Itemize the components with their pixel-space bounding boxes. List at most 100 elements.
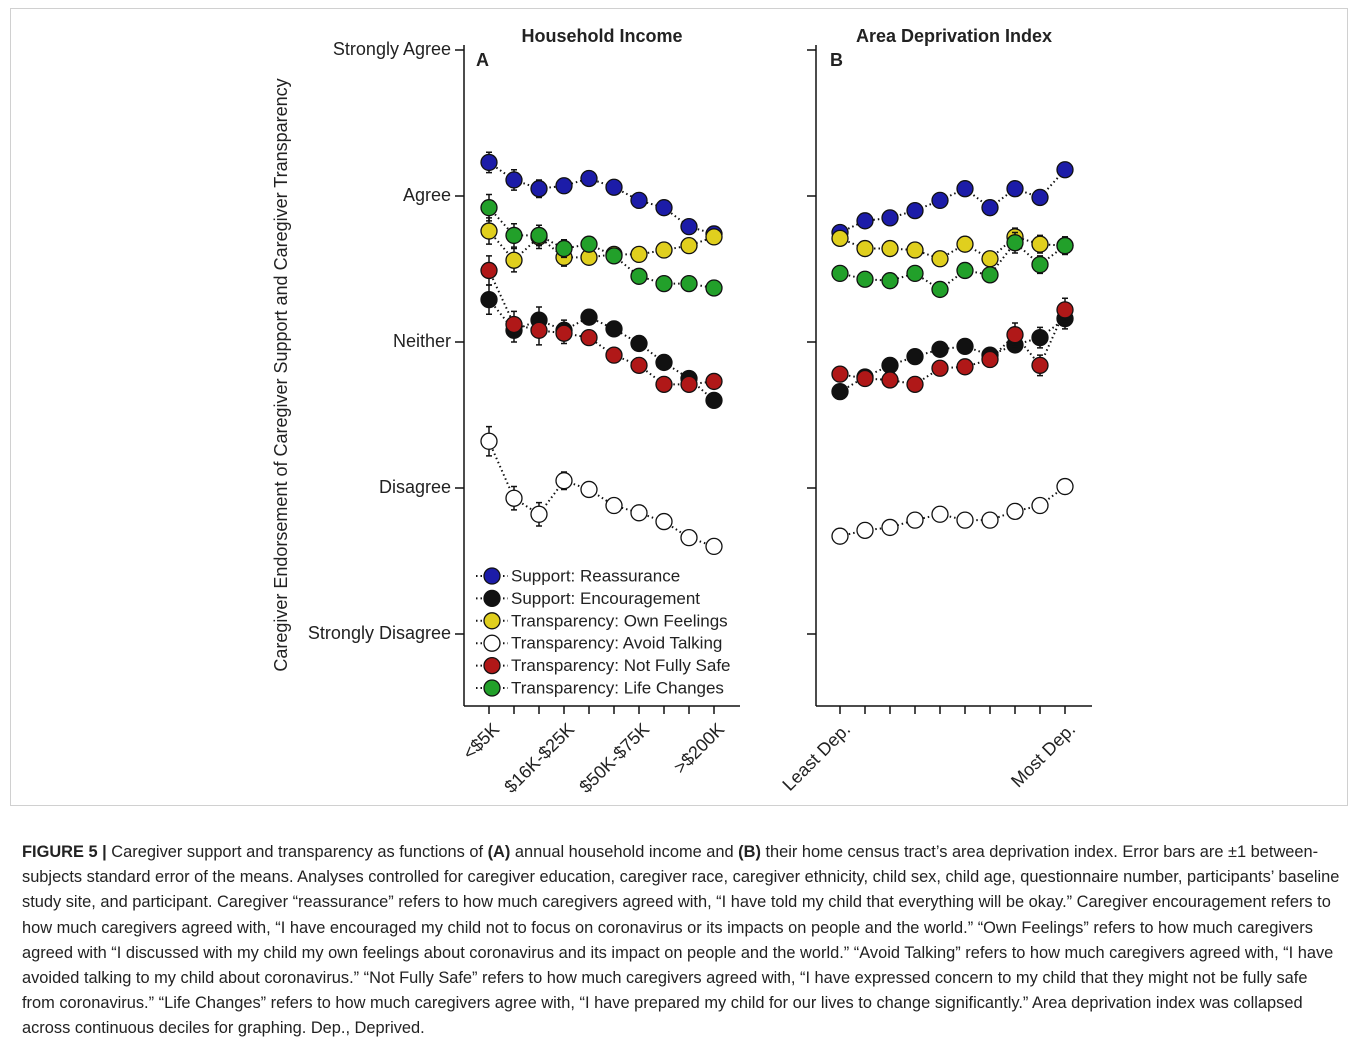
data-point <box>831 229 849 247</box>
data-point <box>480 432 498 450</box>
data-point <box>505 226 523 245</box>
data-point <box>505 315 523 334</box>
data-point <box>1056 236 1074 255</box>
data-point <box>956 180 974 198</box>
data-point <box>831 527 849 545</box>
caption-run: FIGURE 5 | <box>22 843 107 861</box>
legend-marker <box>483 612 501 630</box>
data-point <box>831 264 849 283</box>
data-point <box>555 324 573 342</box>
series-line <box>839 241 1066 291</box>
data-point <box>705 537 723 556</box>
series-line <box>488 270 715 386</box>
series-line <box>488 299 715 402</box>
data-point <box>555 177 573 195</box>
data-point <box>655 375 673 393</box>
data-point <box>856 521 874 539</box>
data-point <box>605 178 623 196</box>
figure-frame <box>10 8 1348 806</box>
caption-run: Caregiver support and transparency as fu… <box>106 843 488 861</box>
x-tick-label: Most Dep. <box>1007 719 1079 791</box>
series-line <box>839 309 1066 386</box>
data-point <box>931 191 949 210</box>
data-point <box>956 511 974 529</box>
data-point <box>530 180 548 198</box>
y-tick-label: Strongly Disagree <box>308 623 451 643</box>
data-point <box>680 528 698 547</box>
data-point <box>580 480 598 499</box>
data-point <box>1006 180 1024 198</box>
data-point <box>1031 255 1049 274</box>
data-point <box>1006 326 1024 344</box>
data-point <box>931 359 949 377</box>
data-point <box>605 247 623 265</box>
data-point <box>630 356 648 375</box>
data-point <box>856 212 874 230</box>
legend-marker <box>483 589 501 608</box>
data-point <box>856 270 874 288</box>
data-point <box>680 274 698 293</box>
caption-run: annual household income and <box>510 843 739 861</box>
data-point <box>680 375 698 393</box>
data-point <box>881 272 899 290</box>
data-point <box>856 369 874 388</box>
data-point <box>655 241 673 259</box>
data-point <box>580 308 598 326</box>
x-tick-label: >$200K <box>670 719 728 777</box>
data-point <box>881 209 899 227</box>
data-point <box>705 372 723 391</box>
data-point <box>906 347 924 366</box>
data-point <box>981 250 999 268</box>
x-tick-label: $16K-$25K <box>500 719 578 797</box>
legend-marker <box>483 567 501 585</box>
legend-marker <box>483 634 501 652</box>
data-point <box>881 518 899 537</box>
data-point <box>630 504 648 522</box>
data-point <box>956 261 974 280</box>
legend-label: Transparency: Not Fully Safe <box>511 656 731 675</box>
y-tick-label: Disagree <box>379 477 451 497</box>
data-point <box>580 235 598 253</box>
x-tick-label: Least Dep. <box>778 719 854 795</box>
data-point <box>881 371 899 389</box>
data-point <box>555 239 573 258</box>
data-point <box>480 153 498 172</box>
data-point <box>655 353 673 372</box>
data-point <box>505 251 523 269</box>
y-tick-label: Neither <box>393 331 451 351</box>
data-point <box>605 496 623 515</box>
data-point <box>1006 502 1024 521</box>
data-point <box>555 472 573 490</box>
data-point <box>881 239 899 258</box>
data-point <box>1056 301 1074 319</box>
series-line <box>488 440 715 548</box>
data-point <box>981 199 999 217</box>
data-point <box>1031 235 1049 253</box>
data-point <box>530 505 548 523</box>
data-point <box>580 169 598 188</box>
panel-label: A <box>476 50 489 70</box>
data-point <box>856 239 874 258</box>
data-point <box>956 337 974 356</box>
y-axis-label: Caregiver Endorsement of Caregiver Suppo… <box>271 78 291 671</box>
data-point <box>906 375 924 393</box>
data-point <box>906 241 924 259</box>
legend-label: Support: Encouragement <box>511 589 700 608</box>
data-point <box>1056 477 1074 496</box>
data-point <box>981 511 999 529</box>
data-point <box>931 250 949 268</box>
data-point <box>906 511 924 529</box>
data-point <box>605 320 623 338</box>
data-point <box>931 280 949 299</box>
series-line <box>488 161 715 235</box>
data-point <box>505 171 523 189</box>
data-point <box>1031 328 1049 347</box>
data-point <box>630 267 648 285</box>
caption-run: (A) <box>487 843 511 861</box>
data-point <box>480 291 498 309</box>
data-point <box>1031 496 1049 515</box>
data-point <box>831 382 849 401</box>
data-point <box>881 356 899 375</box>
data-point <box>605 346 623 364</box>
legend-marker <box>483 679 501 697</box>
